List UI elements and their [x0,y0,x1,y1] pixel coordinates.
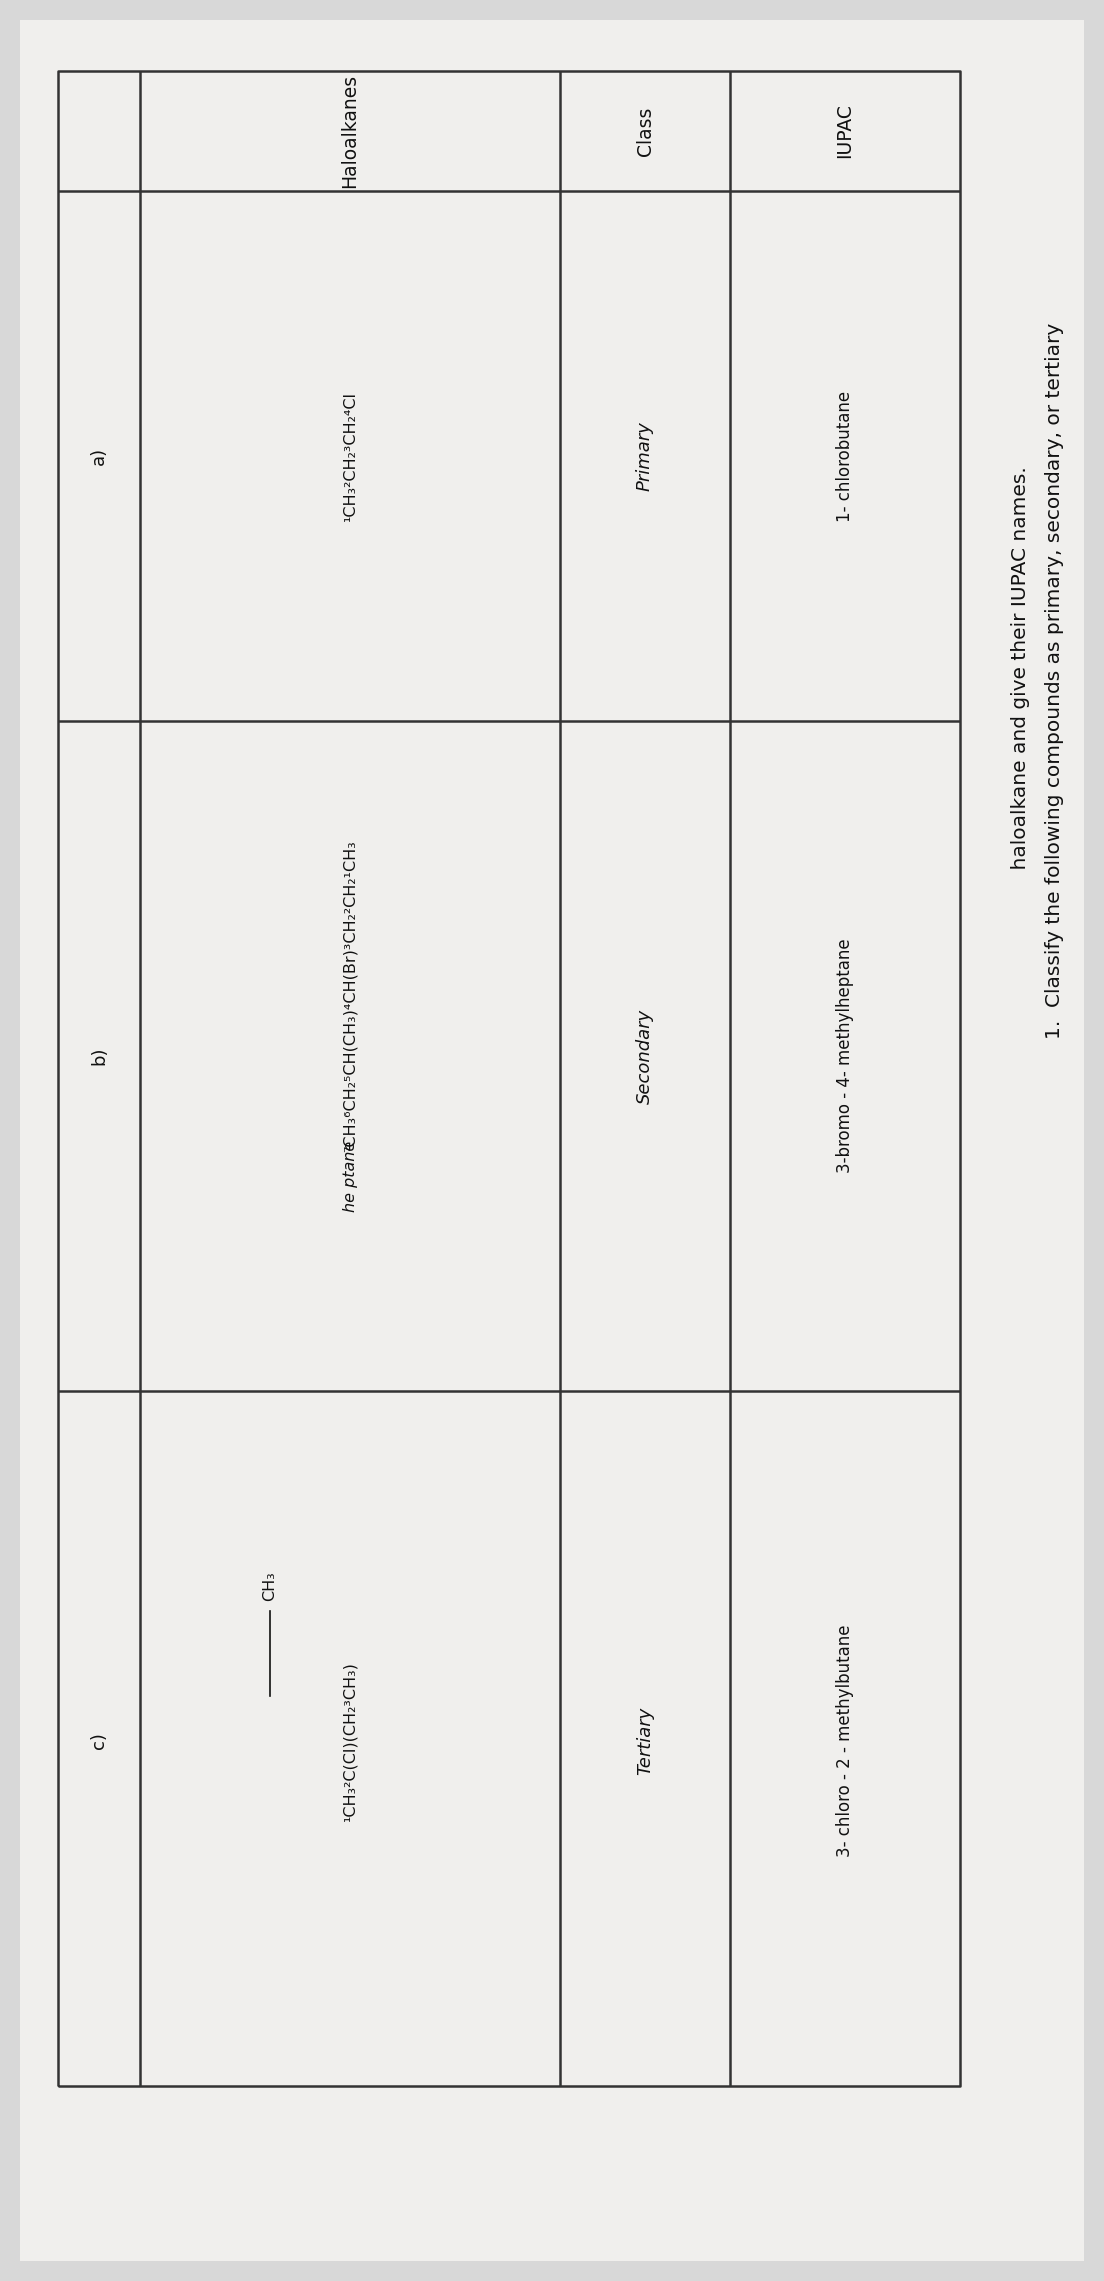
Text: CH₃: CH₃ [263,1572,277,1601]
Text: IUPAC: IUPAC [836,103,854,157]
Text: Class: Class [636,107,655,155]
Text: 3-bromo - 4- methylheptane: 3-bromo - 4- methylheptane [836,940,854,1172]
Text: ⁷CH₃⁶CH₂⁵CH(CH₃)⁴CH(Br)³CH₂²CH₂¹CH₃: ⁷CH₃⁶CH₂⁵CH(CH₃)⁴CH(Br)³CH₂²CH₂¹CH₃ [342,839,358,1152]
Text: a): a) [91,447,108,465]
Text: 3- chloro - 2 - methylbutane: 3- chloro - 2 - methylbutane [836,1624,854,1857]
Text: b): b) [91,1047,108,1065]
Text: ¹CH₃²CH₂³CH₂⁴Cl: ¹CH₃²CH₂³CH₂⁴Cl [342,390,358,520]
Text: c): c) [91,1734,108,1750]
Text: Secondary: Secondary [636,1008,654,1104]
Text: 1.  Classify the following compounds as primary, secondary, or tertiary: 1. Classify the following compounds as p… [1045,324,1064,1040]
Text: Primary: Primary [636,422,654,490]
Text: Haloalkanes: Haloalkanes [340,73,360,187]
FancyBboxPatch shape [20,21,1084,2260]
Text: Tertiary: Tertiary [636,1706,654,1775]
Text: haloalkane and give their IUPAC names.: haloalkane and give their IUPAC names. [1010,468,1030,896]
Text: 1- chlorobutane: 1- chlorobutane [836,390,854,522]
Text: ¹CH₃²C(Cl)(CH₂³CH₃): ¹CH₃²C(Cl)(CH₂³CH₃) [342,1661,358,1820]
Text: he ptane: he ptane [342,1140,358,1211]
